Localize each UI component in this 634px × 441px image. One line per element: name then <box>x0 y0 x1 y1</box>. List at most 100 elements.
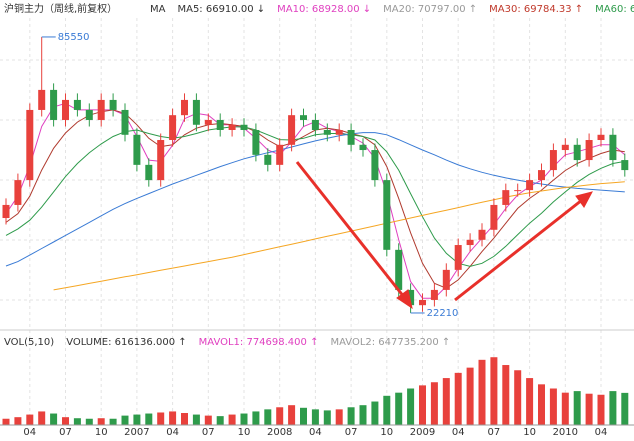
x-tick-label: 2010 <box>553 427 578 438</box>
candle-body <box>276 144 284 165</box>
volume-bar <box>419 385 426 425</box>
candle-body <box>526 180 534 191</box>
volume-bar <box>347 407 355 425</box>
candle-body <box>442 269 450 290</box>
volume-bar <box>502 365 510 425</box>
candle-body <box>38 89 46 110</box>
x-tick-label: 04 <box>595 427 608 438</box>
volume-legend: VOL(5,10) <box>4 337 54 348</box>
candle-body <box>430 289 438 300</box>
volume-bar <box>26 414 34 425</box>
volume-bar <box>335 409 343 425</box>
volume-bar <box>109 418 117 425</box>
volume-bar <box>597 394 605 425</box>
volume-bar <box>157 412 165 425</box>
candle-body <box>419 299 426 306</box>
volume-legend: MAVOL2: 647735.200 ↑ <box>330 337 450 348</box>
candle-body <box>573 144 581 161</box>
x-tick-label: 04 <box>166 427 179 438</box>
volume-bar <box>288 405 296 425</box>
volume-bar <box>97 418 105 425</box>
volume-bar <box>466 367 474 425</box>
volume-bar <box>311 409 319 425</box>
volume-bar <box>454 372 462 425</box>
candle-body <box>454 245 462 270</box>
candle-body <box>216 119 224 130</box>
ma-line <box>5 132 625 267</box>
marks: 85550 22210 <box>2 32 629 425</box>
ma-legend: MA60: 63648.67 ↑ <box>595 4 634 15</box>
volume-bar <box>538 384 545 425</box>
candle-body <box>300 115 307 120</box>
volume-bar <box>145 413 153 425</box>
x-tick-label: 10 <box>380 427 393 438</box>
volume-bar <box>395 392 403 425</box>
volume-bar <box>359 405 367 425</box>
candle-body <box>502 190 510 205</box>
candle-body <box>549 150 557 171</box>
volume-bar <box>478 359 486 425</box>
x-tick-label: 07 <box>488 427 501 438</box>
volume-bar <box>383 395 391 425</box>
x-tick-label: 04 <box>309 427 322 438</box>
volume-bar <box>73 418 81 425</box>
volume-bar <box>371 401 379 425</box>
candle-body <box>2 204 10 219</box>
volume-bar <box>621 392 629 425</box>
ma-legend: MA30: 69784.33 ↑ <box>489 4 583 15</box>
volume-bar <box>549 388 557 425</box>
volume-bar <box>276 407 284 425</box>
candle-body <box>407 289 415 306</box>
x-tick-label: 10 <box>95 427 108 438</box>
candle-body <box>311 119 319 130</box>
candle-body <box>192 99 200 125</box>
high-label: 85550 <box>58 32 90 43</box>
ma-legend: MA20: 70797.00 ↑ <box>383 4 477 15</box>
ma-legend: MA10: 68928.00 ↓ <box>277 4 371 15</box>
candle-body <box>609 134 617 161</box>
volume-bar <box>490 357 498 425</box>
low-label: 22210 <box>427 308 459 319</box>
grid: 04 07 10 2007 04 07 10 2008 04 07 10 2009 04 07 10 2010… <box>0 18 634 438</box>
candle-body <box>133 134 141 165</box>
volume-bar <box>204 415 212 425</box>
x-tick-label: 07 <box>345 427 358 438</box>
x-tick-label: 07 <box>202 427 215 438</box>
candle-body <box>228 124 236 130</box>
chart-title: 沪铜主力（周线,前复权） <box>4 2 117 15</box>
volume-legend: VOLUME: 616136.000 ↑ <box>66 337 186 348</box>
header: 沪铜主力（周线,前复权） MA MA5: 66910.00 ↓ MA10: 68928… <box>4 2 634 348</box>
volume-bar <box>14 417 22 425</box>
candle-body <box>145 164 153 181</box>
trend-arrow <box>295 161 593 310</box>
volume-bar <box>514 370 522 425</box>
x-tick-label: 07 <box>59 427 72 438</box>
candle-body <box>169 115 177 141</box>
candle-body <box>252 129 260 155</box>
candle-body <box>157 140 165 181</box>
candle-body <box>264 154 272 165</box>
volume-bar <box>192 414 200 425</box>
volume-bar <box>181 413 188 425</box>
volume-bar <box>442 378 450 425</box>
candle-body <box>371 150 379 181</box>
candle-body <box>347 129 355 145</box>
candle-body <box>50 89 58 120</box>
candle-body <box>561 144 569 151</box>
candle-body <box>585 140 593 161</box>
volume-bar <box>240 413 248 425</box>
x-tick-label: 10 <box>523 427 536 438</box>
candle-body <box>26 109 34 181</box>
candle-body <box>383 180 391 250</box>
candle-body <box>62 99 69 120</box>
volume-legend: MAVOL1: 774698.400 ↑ <box>199 337 319 348</box>
candle-body <box>109 99 117 110</box>
candle-body <box>240 124 248 130</box>
volume-bar <box>228 414 236 425</box>
x-tick-label: 2008 <box>267 427 292 438</box>
volume-bar <box>430 382 438 425</box>
candle-body <box>121 109 129 135</box>
volume-bar <box>407 388 415 425</box>
candle-body <box>490 204 498 230</box>
